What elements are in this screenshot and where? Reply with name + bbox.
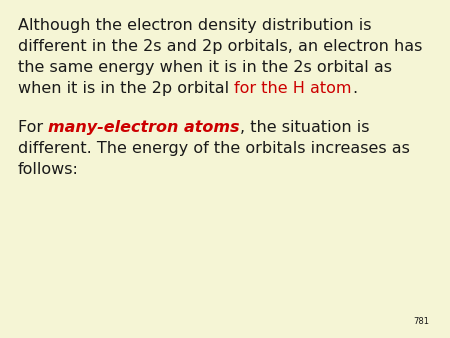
Text: the same energy when it is in the 2s orbital as: the same energy when it is in the 2s orb… [18, 60, 392, 75]
Text: different in the 2s and 2p orbitals, an electron has: different in the 2s and 2p orbitals, an … [18, 39, 423, 54]
Text: follows:: follows: [18, 162, 79, 177]
Text: , the situation is: , the situation is [240, 120, 369, 135]
Text: different. The energy of the orbitals increases as: different. The energy of the orbitals in… [18, 141, 410, 156]
Text: .: . [352, 81, 357, 96]
Text: when it is in the 2p orbital: when it is in the 2p orbital [18, 81, 234, 96]
Text: For: For [18, 120, 48, 135]
Text: Although the electron density distribution is: Although the electron density distributi… [18, 18, 372, 33]
Text: many-electron atoms: many-electron atoms [48, 120, 240, 135]
Text: for the H atom: for the H atom [234, 81, 352, 96]
Text: 781: 781 [414, 317, 430, 326]
